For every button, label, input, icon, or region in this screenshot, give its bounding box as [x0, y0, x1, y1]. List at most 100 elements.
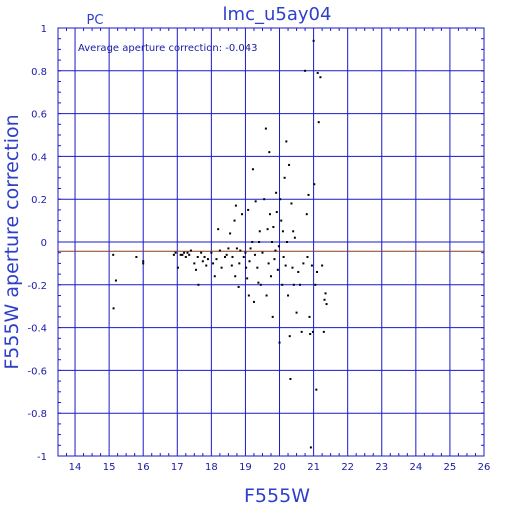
data-point: [135, 255, 138, 258]
data-point: [189, 249, 192, 252]
data-point: [256, 266, 259, 269]
x-axis-title: F555W: [244, 485, 310, 507]
data-point: [271, 315, 274, 318]
data-point: [237, 285, 240, 288]
data-point: [315, 388, 318, 391]
data-point: [215, 258, 218, 261]
y-tick-label: 0.4: [31, 152, 47, 163]
data-point: [259, 283, 262, 286]
data-point: [277, 245, 280, 248]
data-point: [292, 230, 295, 233]
x-tick-label: 16: [137, 462, 150, 473]
data-point: [172, 253, 175, 256]
data-point: [225, 253, 228, 256]
data-point: [246, 277, 249, 280]
data-point: [272, 226, 275, 229]
data-point: [276, 268, 279, 271]
data-point: [176, 266, 179, 269]
y-tick-label: 0: [41, 238, 47, 249]
data-point: [251, 241, 254, 243]
data-point: [290, 202, 293, 205]
data-point: [287, 294, 290, 297]
y-tick-label: -0.8: [27, 409, 47, 420]
data-point: [227, 247, 230, 250]
data-point: [309, 333, 312, 336]
data-point: [279, 198, 282, 201]
data-point: [268, 151, 271, 154]
data-point: [281, 230, 284, 233]
data-point: [304, 69, 307, 72]
data-point: [248, 260, 251, 263]
data-point: [142, 260, 145, 263]
data-point: [142, 262, 145, 265]
data-point: [264, 127, 267, 130]
data-point: [112, 307, 115, 310]
y-tick-label: -0.2: [27, 281, 47, 292]
data-point: [314, 283, 317, 286]
data-point: [234, 204, 237, 207]
x-tick-label: 19: [239, 462, 252, 473]
data-point: [285, 140, 288, 143]
x-tick-label: 15: [103, 462, 116, 473]
data-point: [241, 213, 244, 216]
data-point: [112, 253, 115, 256]
data-point: [308, 315, 311, 318]
data-point: [281, 283, 284, 286]
data-point: [249, 247, 252, 250]
data-point: [203, 255, 206, 258]
data-point: [288, 335, 291, 338]
data-point: [307, 193, 310, 196]
data-point: [309, 446, 312, 449]
data-point: [263, 198, 266, 201]
data-point: [223, 255, 226, 258]
data-point: [317, 121, 320, 124]
data-point: [298, 283, 301, 286]
data-point: [252, 300, 255, 303]
data-point: [270, 275, 272, 278]
y-tick-label: -1: [37, 452, 47, 463]
data-point: [284, 264, 287, 267]
data-point: [253, 253, 256, 256]
x-tick-label: 25: [444, 462, 457, 473]
data-point: [322, 330, 325, 333]
data-point: [242, 255, 245, 258]
data-point: [186, 251, 189, 254]
data-point: [297, 270, 300, 273]
data-point: [181, 253, 184, 256]
data-point: [316, 71, 319, 74]
data-point: [213, 275, 216, 278]
data-point: [289, 377, 292, 380]
data-point: [278, 341, 281, 344]
data-point: [188, 253, 191, 256]
data-point: [257, 281, 260, 284]
x-tick-label: 24: [409, 462, 422, 473]
data-point: [239, 249, 242, 252]
y-tick-label: -0.4: [27, 324, 47, 335]
data-point: [245, 266, 248, 269]
data-point: [247, 208, 250, 211]
data-point: [319, 76, 322, 79]
data-point: [305, 213, 308, 216]
y-tick-labels: 1 0.8 0.6 0.4 0.2 0 -0.2 -0.4 -0.6 -0.8 -1: [27, 24, 47, 463]
corner-label: PC: [87, 13, 104, 28]
data-point: [230, 264, 233, 267]
data-point: [114, 279, 117, 282]
data-point: [288, 163, 291, 166]
data-point: [195, 268, 198, 271]
y-tick-label: 0.2: [31, 195, 47, 206]
data-point: [254, 200, 257, 203]
data-point: [293, 236, 296, 239]
x-tick-label: 20: [273, 462, 286, 473]
data-point: [265, 294, 268, 297]
chart-title: lmc_u5ay04: [223, 4, 332, 25]
x-tick-labels: 14 15 16 17 18 19 20 21 22 23 24 25 26: [69, 462, 491, 473]
data-point: [268, 213, 271, 216]
y-tick-label: 1: [41, 24, 47, 35]
data-point: [324, 292, 327, 295]
data-point: [210, 251, 213, 254]
data-point: [251, 168, 254, 171]
data-point: [235, 247, 238, 250]
data-point: [280, 219, 283, 222]
data-point: [201, 260, 204, 263]
